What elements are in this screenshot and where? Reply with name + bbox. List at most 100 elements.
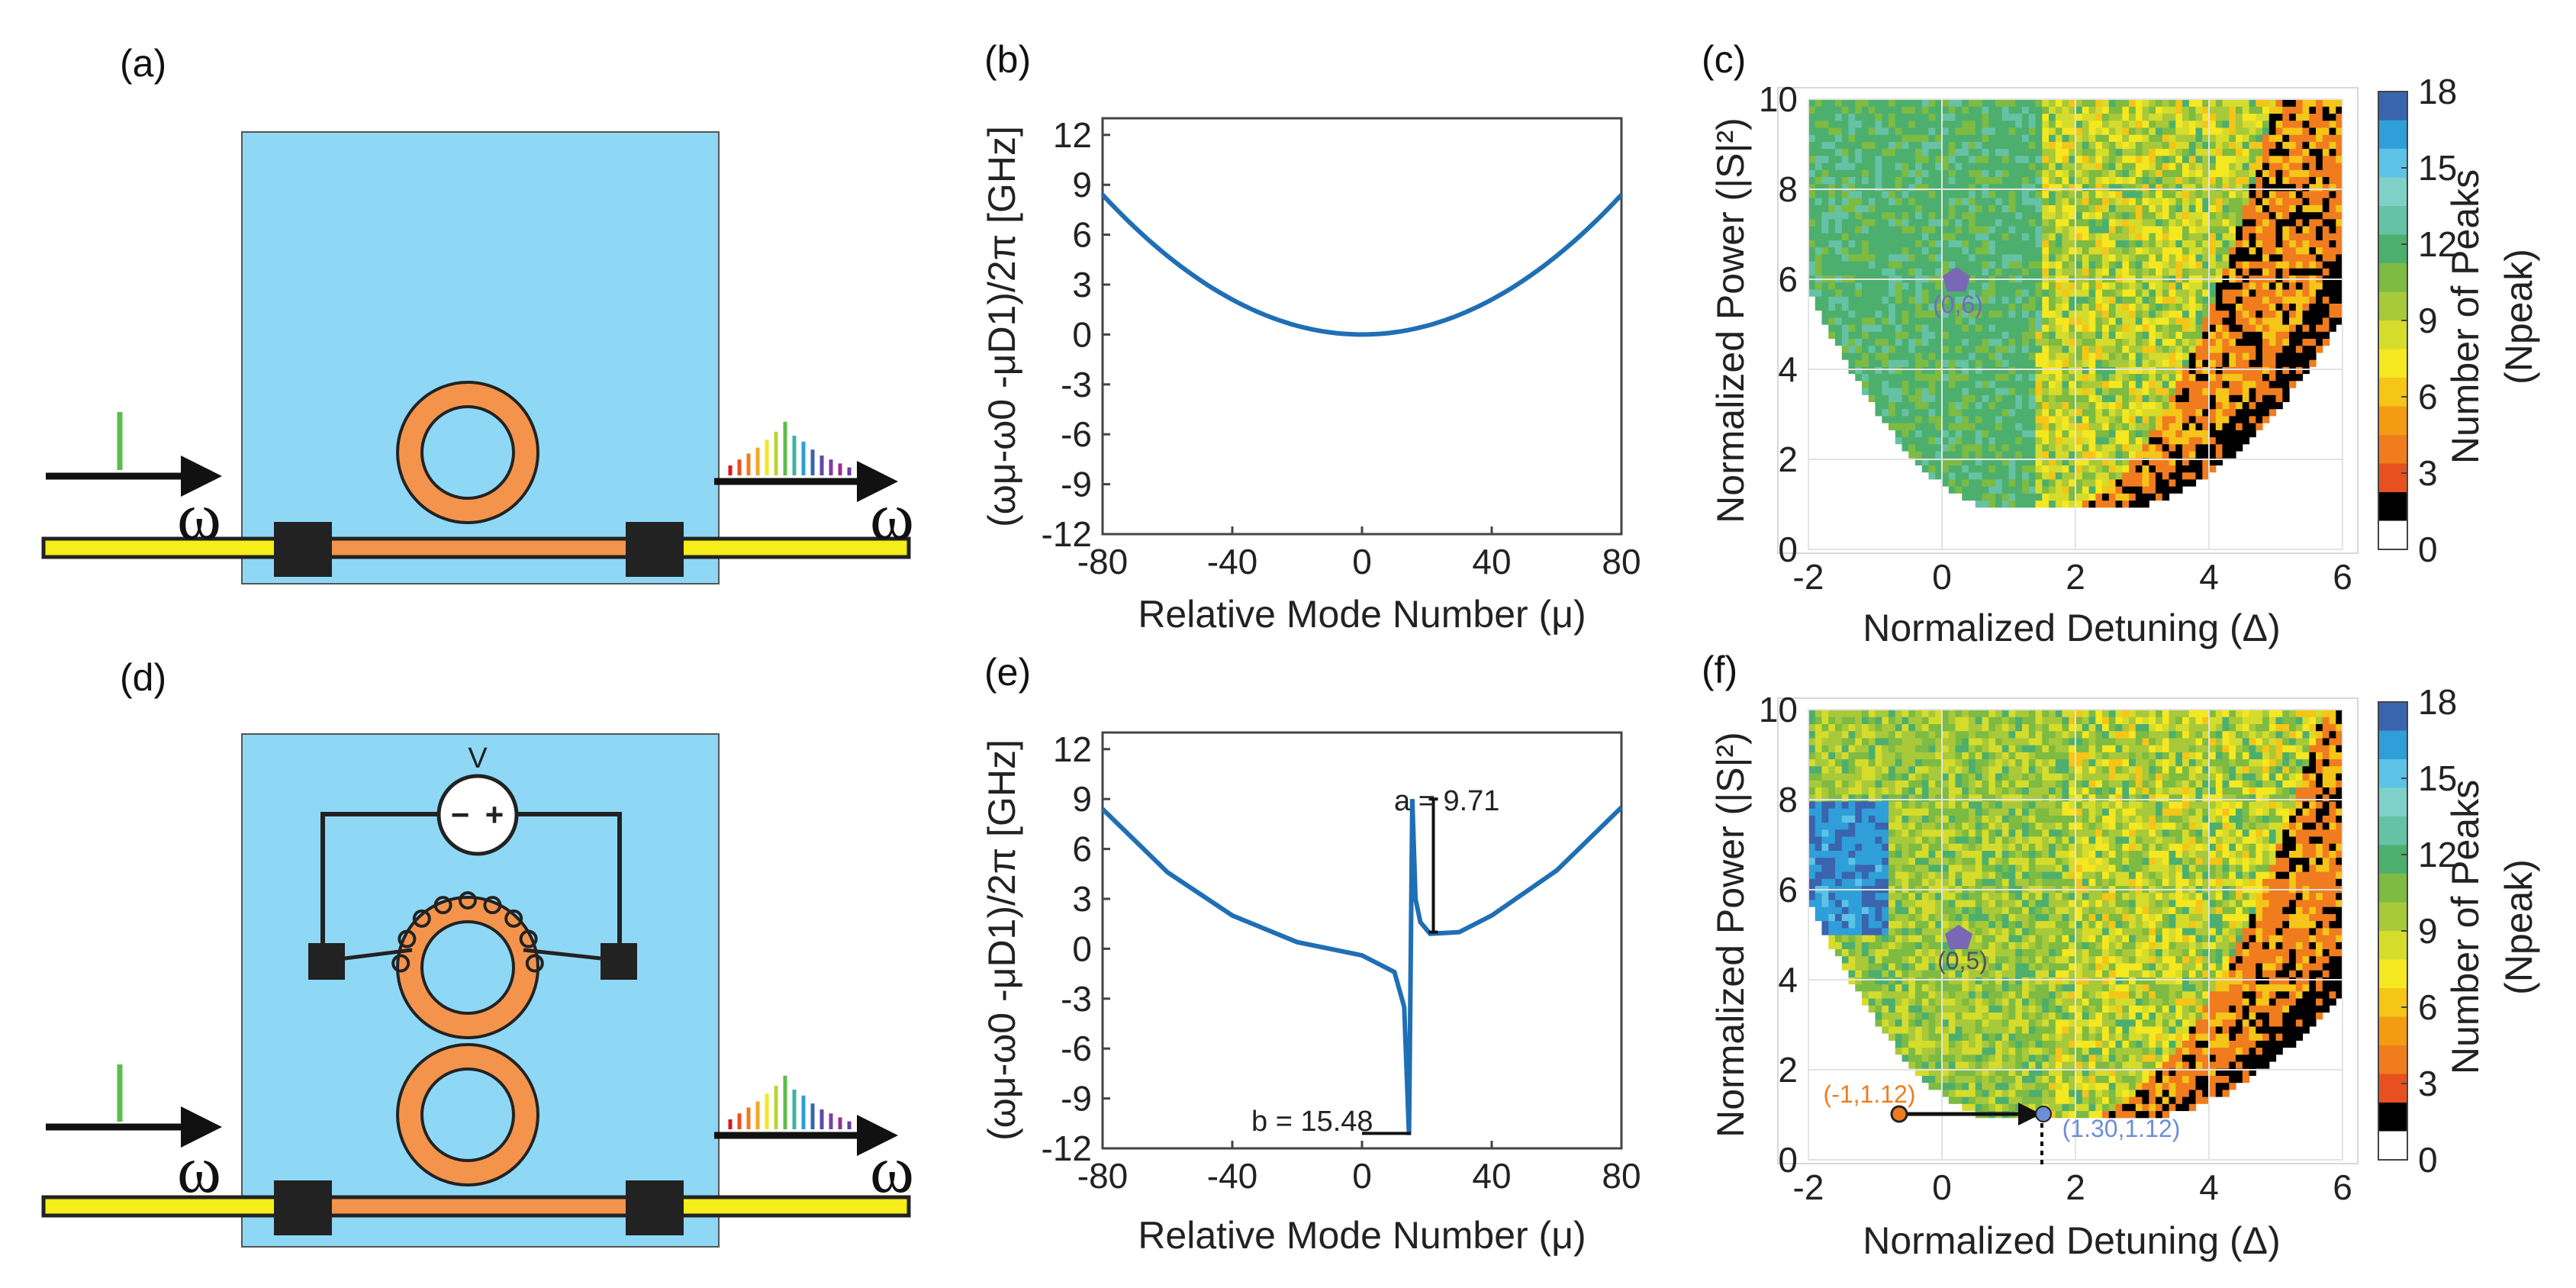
heatmap-cell [2062,155,2069,163]
heatmap-cell [2169,169,2176,177]
heatmap-cell [2195,282,2203,290]
heatmap-cell [1882,296,1889,304]
heatmap-cell [2222,198,2230,205]
heatmap-cell [1828,240,1836,248]
heatmap-cell [2035,317,2043,325]
heatmap-cell [2069,1019,2076,1027]
heatmap-cell [1988,331,1996,339]
heatmap-cell [2088,240,2096,248]
heatmap-cell [2049,1040,2056,1048]
heatmap-cell [2262,261,2270,269]
heatmap-cell [1948,113,1956,121]
heatmap-cell [2042,388,2050,395]
heatmap-cell [2209,190,2217,198]
heatmap-cell [2175,443,2183,452]
heatmap-cell [2142,436,2149,445]
heatmap-cell [2129,1033,2136,1041]
heatmap-cell [1988,190,1996,198]
heatmap-cell [2122,198,2130,205]
heatmap-cell [2149,268,2156,276]
heatmap-cell [2015,493,2023,501]
heatmap-cell [2309,183,2317,192]
heatmap-cell [1808,282,1816,290]
heatmap-cell [2256,1026,2263,1034]
heatmap-cell [2215,127,2223,135]
heatmap-cell [1814,169,1823,177]
heatmap-cell [1841,282,1850,290]
heatmap-cell [2182,268,2190,276]
heatmap-cell [2108,169,2117,177]
heatmap-cell [1828,155,1836,163]
heatmap-cell [1988,99,1996,107]
heatmap-cell [1975,310,1983,318]
heatmap-cell [1982,366,1989,375]
heatmap-cell [2215,183,2223,192]
heatmap-cell [2049,141,2056,150]
heatmap-cell [2256,183,2263,192]
heatmap-cell [2015,478,2023,487]
heatmap-cell [2175,359,2183,367]
heatmap-cell [1828,233,1836,240]
heatmap-cell [2215,317,2223,325]
heatmap-cell [2102,478,2110,487]
heatmap-cell [1921,163,1930,170]
heatmap-cell [2175,240,2183,248]
heatmap-cell [2055,204,2063,213]
heatmap-cell [2215,458,2223,465]
heatmap-cell [2082,345,2090,353]
heatmap-cell [1969,1075,1976,1084]
heatmap-cell [1975,176,1983,185]
heatmap-cell [2015,155,2023,163]
heatmap-cell [2169,198,2176,205]
heatmap-cell [1995,190,2003,198]
heatmap-cell [2015,331,2023,339]
heatmap-cell [2222,430,2230,438]
heatmap-cell [1995,99,2003,107]
heatmap-cell [1921,436,1930,445]
heatmap-cell [2022,282,2030,290]
heatmap-cell [2275,99,2283,107]
y-axis-label: (ωμ-ω0 -μD1)/2π [GHz] [980,739,1023,1141]
heatmap-cell [1969,261,1976,269]
heatmap-cell [2015,127,2023,135]
heatmap-cell [2088,401,2096,410]
heatmap-cell [1955,359,1963,367]
heatmap-cell [1808,204,1816,213]
heatmap-cell [1848,198,1856,205]
heatmap-cell [2001,1061,2010,1069]
heatmap-cell [2202,1054,2210,1062]
heatmap-cell [1889,1026,1896,1034]
output-omega: ω [870,480,914,554]
heatmap-cell [2095,430,2103,438]
heatmap-cell [1895,169,1903,177]
heatmap-cell [1808,198,1816,205]
heatmap-cell [2095,465,2103,473]
heatmap-cell [2242,338,2250,346]
heatmap-cell [2149,493,2156,501]
heatmap-cell [2055,310,2063,318]
heatmap-cell [1935,246,1943,255]
heatmap-cell [1889,359,1896,367]
heatmap-cell [1962,233,1969,240]
heatmap-cell [2055,246,2063,255]
heatmap-cell [2022,1082,2030,1090]
heatmap-cell [1835,324,1843,332]
heatmap-cell [2215,394,2223,402]
heatmap-cell [2188,134,2197,142]
heatmap-cell [2149,198,2156,205]
heatmap-cell [2049,450,2056,459]
heatmap-cell [2075,141,2083,150]
heatmap-cell [2175,486,2183,494]
colorbar-swatch [2378,149,2407,178]
heatmap-cell [1975,211,1983,220]
heatmap-cell [1915,331,1923,339]
heatmap-cell [2222,190,2230,198]
heatmap-cell [2028,486,2037,494]
heatmap-cell [1814,141,1823,150]
heatmap-cell [2242,246,2250,255]
heatmap-cell [2302,218,2310,227]
heatmap-cell [2268,359,2277,367]
heatmap-cell [1848,218,1856,227]
heatmap-cell [1928,352,1936,360]
heatmap-cell [2069,190,2076,198]
